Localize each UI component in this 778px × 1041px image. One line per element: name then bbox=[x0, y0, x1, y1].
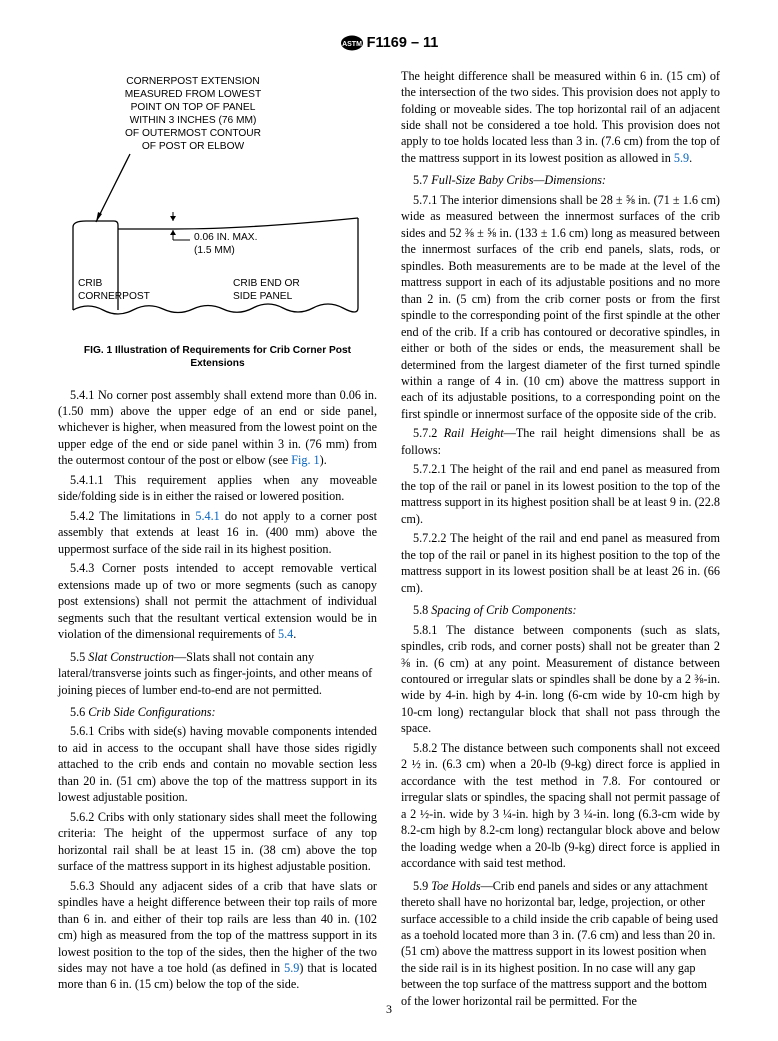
sec-5-8: 5.8 Spacing of Crib Components: bbox=[401, 602, 720, 618]
svg-text:CRIB: CRIB bbox=[78, 278, 103, 289]
svg-text:CRIB END OR: CRIB END OR bbox=[233, 278, 300, 289]
svg-text:MEASURED FROM LOWEST: MEASURED FROM LOWEST bbox=[125, 89, 261, 100]
para-5-6-2: 5.6.2 Cribs with only stationary sides s… bbox=[58, 809, 377, 875]
para-5-4-3: 5.4.3 Corner posts intended to accept re… bbox=[58, 560, 377, 642]
left-column: CORNERPOST EXTENSION MEASURED FROM LOWEST… bbox=[58, 68, 377, 1013]
sec-5-5: 5.5 Slat Construction—Slats shall not co… bbox=[58, 649, 377, 698]
sec-5-7: 5.7 Full-Size Baby Cribs—Dimensions: bbox=[401, 172, 720, 188]
svg-text:ASTM: ASTM bbox=[342, 41, 362, 48]
svg-text:0.06 IN. MAX.: 0.06 IN. MAX. bbox=[194, 232, 257, 243]
right-column: The height difference shall be measured … bbox=[401, 68, 720, 1013]
page-header: ASTM F1169 – 11 bbox=[58, 34, 720, 54]
svg-text:OF OUTERMOST CONTOUR: OF OUTERMOST CONTOUR bbox=[125, 128, 261, 139]
svg-text:OF POST OR ELBOW: OF POST OR ELBOW bbox=[142, 141, 245, 152]
para-5-8-2: 5.8.2 The distance between such componen… bbox=[401, 740, 720, 872]
para-5-4-1-1: 5.4.1.1 This requirement applies when an… bbox=[58, 472, 377, 505]
para-5-8-1: 5.8.1 The distance between components (s… bbox=[401, 622, 720, 737]
para-5-4-1: 5.4.1 No corner post assembly shall exte… bbox=[58, 387, 377, 469]
svg-text:CORNERPOST: CORNERPOST bbox=[78, 291, 150, 302]
para-5-6-1: 5.6.1 Cribs with side(s) having movable … bbox=[58, 723, 377, 805]
para-5-7-2: 5.7.2 Rail Height—The rail height dimens… bbox=[401, 425, 720, 458]
svg-text:WITHIN 3 INCHES (76 MM): WITHIN 3 INCHES (76 MM) bbox=[130, 115, 257, 126]
svg-text:SIDE PANEL: SIDE PANEL bbox=[233, 291, 293, 302]
figure-svg: CORNERPOST EXTENSION MEASURED FROM LOWEST… bbox=[58, 70, 370, 335]
figure-1: CORNERPOST EXTENSION MEASURED FROM LOWEST… bbox=[58, 70, 377, 371]
para-5-6-3: 5.6.3 Should any adjacent sides of a cri… bbox=[58, 878, 377, 993]
para-5-7-2-2: 5.7.2.2 The height of the rail and end p… bbox=[401, 530, 720, 596]
para-5-4-2: 5.4.2 The limitations in 5.4.1 do not ap… bbox=[58, 508, 377, 557]
link-5-4[interactable]: 5.4 bbox=[278, 627, 293, 641]
designation: F1169 – 11 bbox=[367, 35, 439, 51]
link-5-9-b[interactable]: 5.9 bbox=[674, 151, 689, 165]
figure-caption: FIG. 1 Illustration of Requirements for … bbox=[58, 345, 377, 371]
astm-logo-icon: ASTM bbox=[340, 34, 364, 52]
link-5-4-1[interactable]: 5.4.1 bbox=[195, 509, 219, 523]
content-columns: CORNERPOST EXTENSION MEASURED FROM LOWEST… bbox=[58, 68, 720, 1013]
para-5-7-2-1: 5.7.2.1 The height of the rail and end p… bbox=[401, 461, 720, 527]
para-5-7-1: 5.7.1 The interior dimensions shall be 2… bbox=[401, 192, 720, 423]
svg-text:POINT ON TOP OF PANEL: POINT ON TOP OF PANEL bbox=[131, 102, 256, 113]
svg-text:CORNERPOST EXTENSION: CORNERPOST EXTENSION bbox=[126, 76, 259, 87]
link-fig-1[interactable]: Fig. 1 bbox=[291, 453, 319, 467]
sec-5-9: 5.9 Toe Holds—Crib end panels and sides … bbox=[401, 878, 720, 1010]
para-continuation: The height difference shall be measured … bbox=[401, 68, 720, 167]
link-5-9[interactable]: 5.9 bbox=[284, 961, 299, 975]
page-number: 3 bbox=[0, 1001, 778, 1017]
svg-text:(1.5 MM): (1.5 MM) bbox=[194, 245, 235, 256]
sec-5-6: 5.6 Crib Side Configurations: bbox=[58, 704, 377, 720]
